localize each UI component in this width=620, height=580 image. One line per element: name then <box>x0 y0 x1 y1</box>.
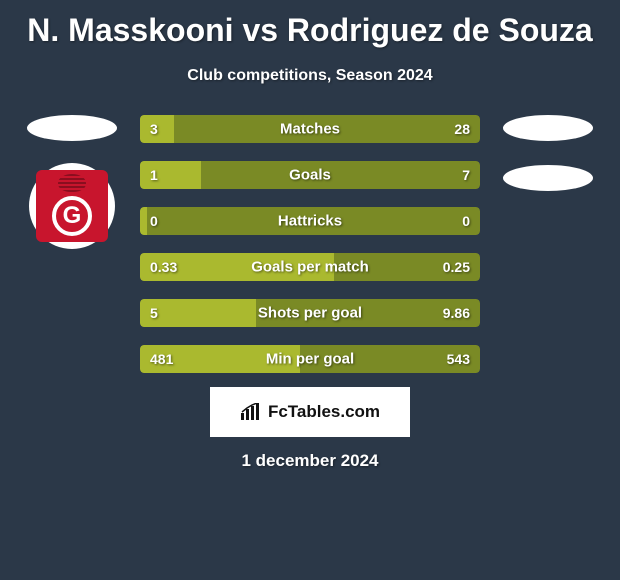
stat-row: 1 Goals 7 <box>140 161 480 189</box>
stats-comparison-card: N. Masskooni vs Rodriguez de Souza Club … <box>0 0 620 580</box>
player-avatar-right <box>503 115 593 141</box>
right-avatar-column <box>498 115 598 191</box>
page-title: N. Masskooni vs Rodriguez de Souza <box>0 0 620 49</box>
stat-row: 3 Matches 28 <box>140 115 480 143</box>
stat-value-left: 5 <box>150 305 158 321</box>
stat-value-left: 481 <box>150 351 173 367</box>
club-badge-letter: G <box>52 196 92 236</box>
stat-label: Matches <box>280 121 340 138</box>
brand-chart-icon <box>240 403 262 421</box>
brand-text: FcTables.com <box>268 402 380 422</box>
stat-row: 5 Shots per goal 9.86 <box>140 299 480 327</box>
stat-value-right: 543 <box>447 351 470 367</box>
brand-badge: FcTables.com <box>210 387 410 437</box>
stat-row: 0 Hattricks 0 <box>140 207 480 235</box>
player-avatar-left <box>27 115 117 141</box>
stat-value-left: 0.33 <box>150 259 177 275</box>
club-badge-ball-icon <box>58 174 86 192</box>
club-badge-inner: G <box>36 170 108 242</box>
page-subtitle: Club competitions, Season 2024 <box>0 67 620 85</box>
stat-bar-fill <box>140 207 147 235</box>
stat-value-right: 0 <box>462 213 470 229</box>
stat-value-right: 9.86 <box>443 305 470 321</box>
stat-label: Shots per goal <box>258 305 362 322</box>
stat-label: Goals <box>289 167 331 184</box>
date-label: 1 december 2024 <box>0 451 620 471</box>
stat-value-right: 28 <box>454 121 470 137</box>
club-avatar-right <box>503 165 593 191</box>
stat-value-right: 0.25 <box>443 259 470 275</box>
stat-value-right: 7 <box>462 167 470 183</box>
stat-label: Hattricks <box>278 213 342 230</box>
stat-value-left: 1 <box>150 167 158 183</box>
stat-value-left: 0 <box>150 213 158 229</box>
left-avatar-column: G <box>22 115 122 249</box>
stat-value-left: 3 <box>150 121 158 137</box>
stat-row: 481 Min per goal 543 <box>140 345 480 373</box>
stat-label: Min per goal <box>266 351 354 368</box>
stat-row: 0.33 Goals per match 0.25 <box>140 253 480 281</box>
club-badge-left: G <box>29 163 115 249</box>
stat-bars: 3 Matches 28 1 Goals 7 0 Hattricks 0 <box>140 115 480 373</box>
stat-label: Goals per match <box>251 259 369 276</box>
main-area: G 3 Matches 28 1 Goals 7 0 <box>0 115 620 373</box>
